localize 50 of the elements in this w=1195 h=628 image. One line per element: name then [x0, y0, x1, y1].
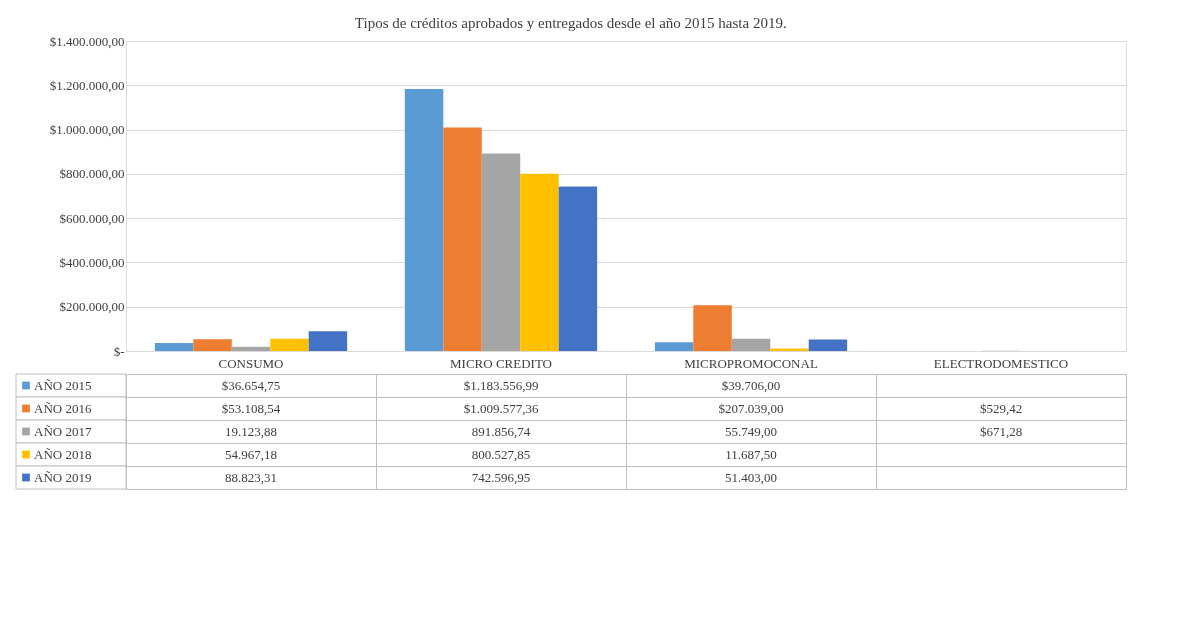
bar [193, 339, 232, 351]
data-label: 51.403,00 [725, 469, 777, 485]
data-label: 88.823,31 [225, 469, 277, 485]
bar [443, 127, 482, 351]
bar [270, 338, 309, 351]
bar [731, 338, 771, 351]
chart-title: Tipos de créditos aprobados y entregados desde el año 2015 hasta 2019. [354, 14, 787, 31]
bar [654, 342, 694, 351]
bar [558, 186, 598, 351]
data-label: $1.009.577,36 [463, 400, 539, 416]
data-label: $36.654,75 [221, 377, 281, 393]
legend-label: AÑO 2019 [34, 469, 92, 485]
bar [154, 342, 194, 351]
legend-label: AÑO 2018 [34, 446, 92, 462]
y-tick-label: $1.400.000,00 [49, 33, 125, 49]
data-label: 800.527,85 [471, 446, 531, 462]
data-label: 742.596,95 [471, 469, 531, 485]
bar [231, 346, 271, 351]
data-label: 54.967,18 [225, 446, 277, 462]
y-tick-label: $200.000,00 [59, 299, 125, 315]
bar [808, 339, 848, 351]
bar [520, 173, 559, 351]
data-label: $529,42 [979, 400, 1023, 416]
data-label: $207.039,00 [718, 400, 784, 416]
x-tick-label: MICROPROMOCONAL [684, 355, 818, 371]
data-label: 19.123,88 [225, 423, 277, 439]
bar [308, 331, 348, 351]
data-label: 891.856,74 [471, 423, 531, 439]
data-label: $39.706,00 [721, 377, 781, 393]
data-label: 55.749,00 [725, 423, 777, 439]
bar [770, 348, 809, 351]
legend-label: AÑO 2015 [34, 377, 92, 393]
y-tick-label: $800.000,00 [59, 166, 125, 182]
y-tick-label: $400.000,00 [59, 254, 125, 270]
bar [693, 305, 732, 351]
bar [481, 153, 521, 351]
x-tick-label: CONSUMO [218, 355, 284, 371]
y-tick-label: $1.000.000,00 [49, 122, 125, 138]
legend-label: AÑO 2017 [34, 423, 92, 439]
y-tick-label: $1.200.000,00 [49, 77, 125, 93]
x-tick-label: ELECTRODOMESTICO [933, 355, 1069, 371]
bar [404, 88, 444, 351]
y-tick-label: $600.000,00 [59, 210, 125, 226]
data-label: $671,28 [979, 423, 1023, 439]
y-tick-label: $- [113, 343, 125, 359]
data-label: $53.108,54 [221, 400, 281, 416]
data-label: $1.183.556,99 [463, 377, 539, 393]
legend-label: AÑO 2016 [34, 400, 92, 416]
data-label: 11.687,50 [725, 446, 777, 462]
x-tick-label: MICRO CREDITO [450, 355, 552, 371]
